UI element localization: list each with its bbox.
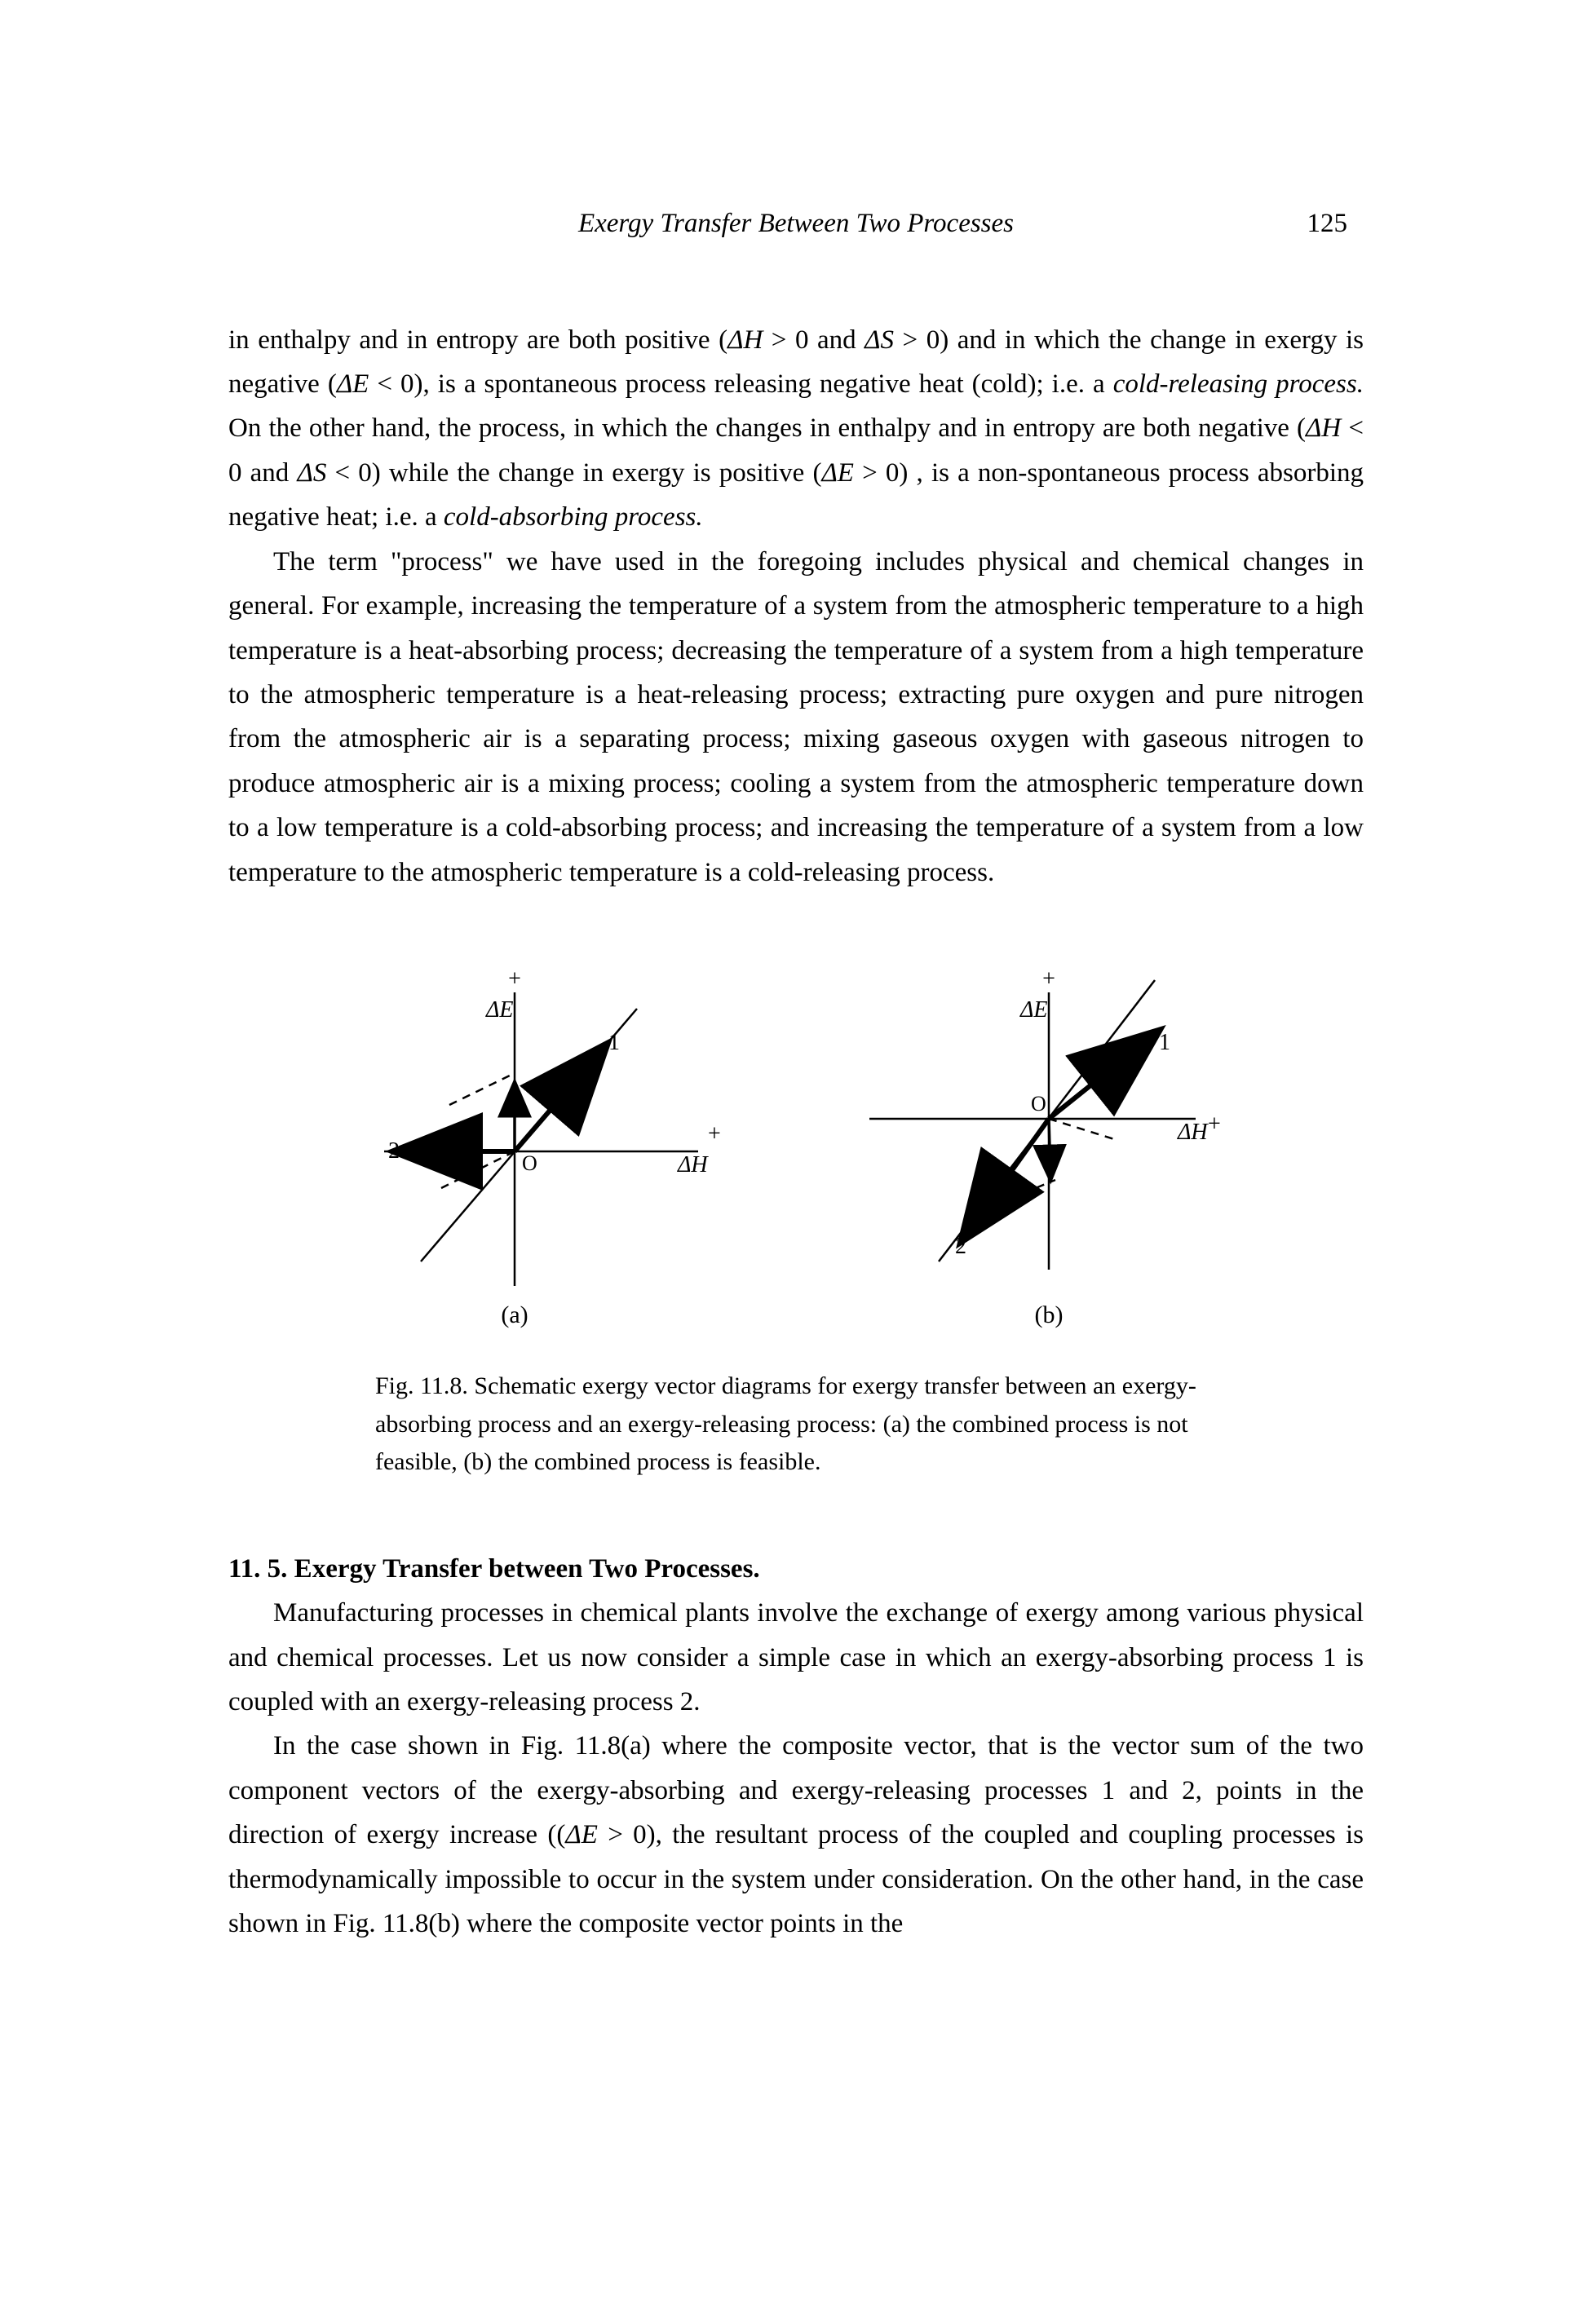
- axis-plus-y-b: +: [1042, 966, 1055, 992]
- vector-label-2b: 2: [955, 1234, 966, 1259]
- page-header: Exergy Transfer Between Two Processes 12…: [228, 204, 1364, 245]
- figure-caption: Fig. 11.8. Schematic exergy vector diagr…: [375, 1367, 1249, 1482]
- diagram-b: + + ΔE ΔH O 1 2 (b: [861, 960, 1220, 1335]
- axis-label-dH-b: ΔH: [1177, 1120, 1209, 1145]
- diagram-label-a: (a): [501, 1301, 528, 1328]
- origin-b: O: [1031, 1092, 1046, 1116]
- axis-plus-x: +: [708, 1121, 721, 1147]
- axis-label-dE-b: ΔE: [1019, 997, 1048, 1023]
- axis-label-dE-a: ΔE: [485, 997, 514, 1023]
- vector-label-2a: 2: [388, 1138, 400, 1164]
- body-content: in enthalpy and in entropy are both posi…: [228, 318, 1364, 1946]
- origin-a: O: [522, 1151, 537, 1175]
- axis-plus-y: +: [508, 966, 521, 992]
- diagram-a: + + ΔE ΔH O 1 2 (a): [372, 960, 731, 1335]
- paragraph-4: In the case shown in Fig. 11.8(a) where …: [228, 1724, 1364, 1946]
- axis-plus-x-b: +: [1208, 1111, 1220, 1137]
- paragraph-3: Manufacturing processes in chemical plan…: [228, 1591, 1364, 1724]
- page-number: 125: [1307, 204, 1348, 245]
- diagram-label-b: (b): [1035, 1301, 1064, 1328]
- paragraph-2: The term "process" we have used in the f…: [228, 540, 1364, 895]
- vector-label-1b: 1: [1159, 1030, 1170, 1055]
- figure-diagrams: + + ΔE ΔH O 1 2 (a): [228, 960, 1364, 1335]
- vector-label-1a: 1: [608, 1030, 620, 1055]
- paragraph-1: in enthalpy and in entropy are both posi…: [228, 318, 1364, 540]
- section-heading: 11. 5. Exergy Transfer between Two Proce…: [228, 1547, 1364, 1591]
- figure-11-8: + + ΔE ΔH O 1 2 (a): [228, 960, 1364, 1482]
- header-title: Exergy Transfer Between Two Processes: [578, 204, 1014, 245]
- axis-label-dH-a: ΔH: [677, 1152, 709, 1177]
